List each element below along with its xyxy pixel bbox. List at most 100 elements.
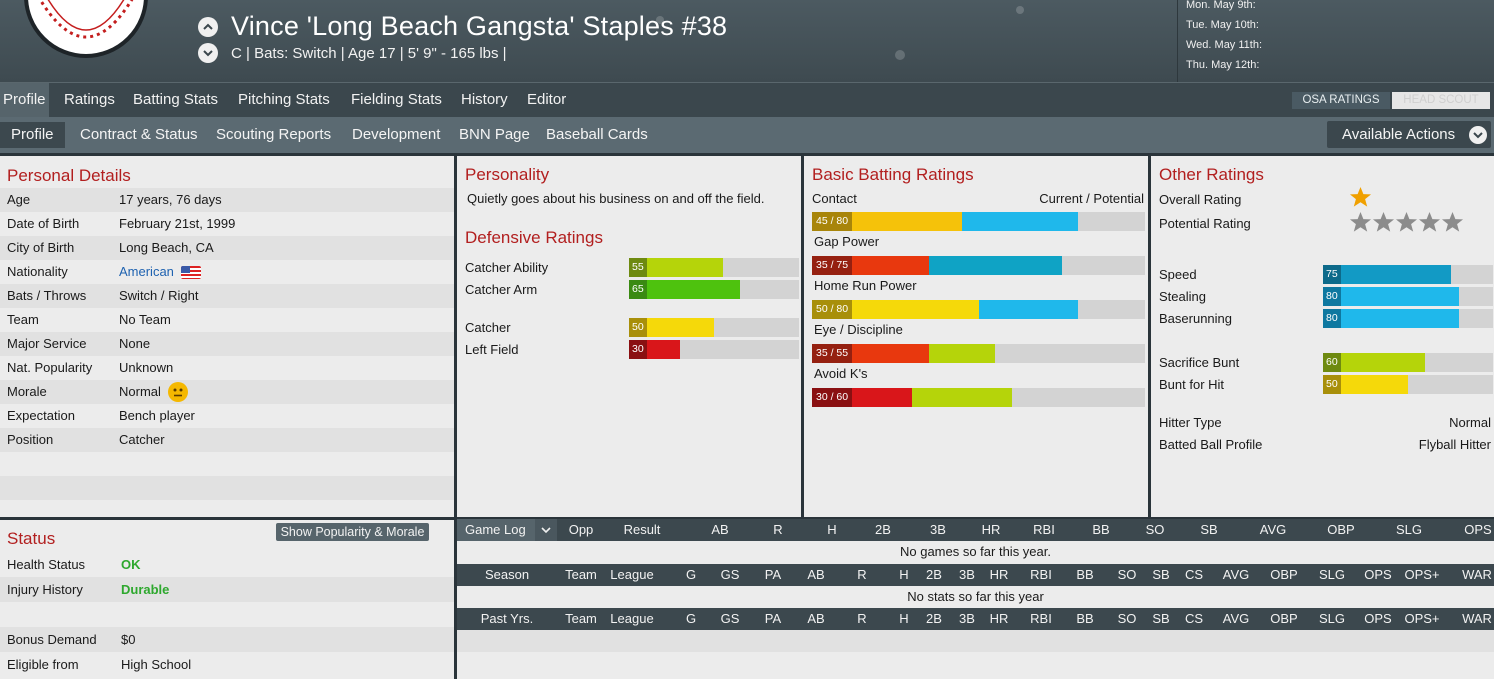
column-header[interactable]: Team bbox=[565, 567, 597, 582]
column-header[interactable]: BB bbox=[1092, 522, 1110, 537]
column-header[interactable]: SB bbox=[1152, 567, 1170, 582]
column-header[interactable]: SLG bbox=[1318, 611, 1346, 626]
defensive-rating-bar: 65 bbox=[629, 280, 799, 299]
potential-fill bbox=[979, 300, 1078, 319]
column-header[interactable]: HR bbox=[989, 567, 1009, 582]
column-header[interactable]: RBI bbox=[1030, 611, 1052, 626]
subtab-bnn-page[interactable]: BNN Page bbox=[459, 126, 530, 143]
subtab-baseball-cards[interactable]: Baseball Cards bbox=[546, 126, 648, 143]
main-tab-bar: Profile Ratings Batting Stats Pitching S… bbox=[0, 82, 1494, 117]
sub-tab-bar: Profile Contract & Status Scouting Repor… bbox=[0, 117, 1494, 153]
column-header[interactable]: H bbox=[899, 567, 909, 582]
subtab-scouting-reports[interactable]: Scouting Reports bbox=[216, 126, 332, 143]
column-header[interactable]: SO bbox=[1117, 567, 1137, 582]
column-header[interactable]: G bbox=[685, 611, 697, 626]
subtab-development[interactable]: Development bbox=[352, 126, 441, 143]
previous-player-button[interactable] bbox=[198, 17, 218, 37]
column-header[interactable]: AB bbox=[807, 611, 825, 626]
column-header[interactable]: AB bbox=[807, 567, 825, 582]
tab-editor[interactable]: Editor bbox=[527, 91, 567, 108]
column-header[interactable]: AVG bbox=[1259, 522, 1287, 537]
column-header[interactable]: H bbox=[827, 522, 837, 537]
personal-details-panel: Personal Details Age 17 years, 76 days Dat… bbox=[0, 156, 454, 517]
column-header[interactable]: WAR bbox=[1462, 567, 1492, 582]
column-header[interactable]: Result bbox=[623, 522, 661, 537]
chevron-up-icon bbox=[203, 23, 213, 30]
column-header[interactable]: Season bbox=[484, 567, 530, 582]
subtab-contract-status[interactable]: Contract & Status bbox=[80, 126, 198, 143]
column-header[interactable]: OPS+ bbox=[1404, 611, 1440, 626]
column-header[interactable]: 3B bbox=[959, 567, 975, 582]
column-header[interactable]: R bbox=[857, 567, 867, 582]
column-header[interactable]: R bbox=[773, 522, 783, 537]
batting-rating-label: Eye / Discipline bbox=[814, 322, 903, 337]
column-header[interactable]: 2B bbox=[926, 611, 942, 626]
column-header[interactable]: SLG bbox=[1395, 522, 1423, 537]
tab-profile[interactable]: Profile bbox=[0, 83, 49, 117]
column-header[interactable]: SO bbox=[1117, 611, 1137, 626]
column-header[interactable]: SLG bbox=[1318, 567, 1346, 582]
detail-row: Nationality American bbox=[0, 260, 454, 284]
column-header[interactable]: CS bbox=[1184, 611, 1204, 626]
osa-ratings-toggle[interactable]: OSA RATINGS bbox=[1292, 92, 1390, 109]
column-header[interactable]: 3B bbox=[959, 611, 975, 626]
column-header[interactable]: AVG bbox=[1222, 611, 1250, 626]
column-header[interactable]: OBP bbox=[1270, 611, 1298, 626]
game-log-selector[interactable]: Game Log bbox=[457, 519, 557, 541]
defensive-ratings-title: Defensive Ratings bbox=[465, 228, 603, 247]
column-header[interactable]: Team bbox=[565, 611, 597, 626]
batting-rating-label: Home Run Power bbox=[814, 278, 917, 293]
tab-pitching-stats[interactable]: Pitching Stats bbox=[238, 91, 330, 108]
show-popularity-morale-button[interactable]: Show Popularity & Morale bbox=[276, 523, 429, 541]
column-header[interactable]: BB bbox=[1076, 611, 1094, 626]
bunt-rating-label: Sacrifice Bunt bbox=[1159, 355, 1240, 370]
detail-row: Bats / Throws Switch / Right bbox=[0, 284, 454, 308]
column-header[interactable]: HR bbox=[981, 522, 1001, 537]
column-header[interactable]: League bbox=[610, 611, 654, 626]
detail-value[interactable]: American bbox=[119, 264, 174, 279]
column-header[interactable]: CS bbox=[1184, 567, 1204, 582]
detail-value: Bench player bbox=[119, 408, 195, 423]
defensive-rating-label: Left Field bbox=[465, 342, 519, 357]
column-header[interactable]: SO bbox=[1145, 522, 1165, 537]
column-header[interactable]: AB bbox=[711, 522, 729, 537]
column-header[interactable]: SB bbox=[1152, 611, 1170, 626]
status-label: Injury History bbox=[7, 582, 83, 597]
batting-rating-bar: 35 / 75 bbox=[812, 256, 1145, 275]
column-header[interactable]: G bbox=[685, 567, 697, 582]
column-header[interactable]: AVG bbox=[1222, 567, 1250, 582]
tab-batting-stats[interactable]: Batting Stats bbox=[133, 91, 219, 108]
column-header[interactable]: 2B bbox=[926, 567, 942, 582]
column-header[interactable]: OBP bbox=[1327, 522, 1355, 537]
next-player-button[interactable] bbox=[198, 43, 218, 63]
column-header[interactable]: OPS bbox=[1364, 567, 1392, 582]
column-header[interactable]: PA bbox=[764, 567, 782, 582]
column-header[interactable]: WAR bbox=[1462, 611, 1492, 626]
tab-history[interactable]: History bbox=[461, 91, 508, 108]
column-header[interactable]: GS bbox=[720, 567, 740, 582]
tab-fielding-stats[interactable]: Fielding Stats bbox=[351, 91, 442, 108]
column-header[interactable]: RBI bbox=[1030, 567, 1052, 582]
column-header[interactable]: OPS bbox=[1464, 522, 1492, 537]
column-header[interactable]: OBP bbox=[1270, 567, 1298, 582]
available-actions-button[interactable]: Available Actions bbox=[1327, 121, 1491, 148]
column-header[interactable]: RBI bbox=[1033, 522, 1055, 537]
column-header[interactable]: 3B bbox=[930, 522, 946, 537]
column-header[interactable]: OPS+ bbox=[1404, 567, 1440, 582]
batting-rating-label: Gap Power bbox=[814, 234, 880, 249]
column-header[interactable]: R bbox=[857, 611, 867, 626]
column-header[interactable]: H bbox=[899, 611, 909, 626]
column-header[interactable]: Past Yrs. bbox=[480, 611, 534, 626]
column-header[interactable]: GS bbox=[720, 611, 740, 626]
column-header[interactable]: 2B bbox=[875, 522, 891, 537]
column-header[interactable]: BB bbox=[1076, 567, 1094, 582]
tab-ratings[interactable]: Ratings bbox=[64, 91, 115, 108]
column-header[interactable]: Opp bbox=[568, 522, 594, 537]
column-header[interactable]: PA bbox=[764, 611, 782, 626]
column-header[interactable]: SB bbox=[1200, 522, 1218, 537]
column-header[interactable]: HR bbox=[989, 611, 1009, 626]
column-header[interactable]: OPS bbox=[1364, 611, 1392, 626]
head-scout-toggle[interactable]: HEAD SCOUT bbox=[1392, 92, 1490, 109]
subtab-profile[interactable]: Profile bbox=[0, 122, 65, 148]
column-header[interactable]: League bbox=[610, 567, 654, 582]
